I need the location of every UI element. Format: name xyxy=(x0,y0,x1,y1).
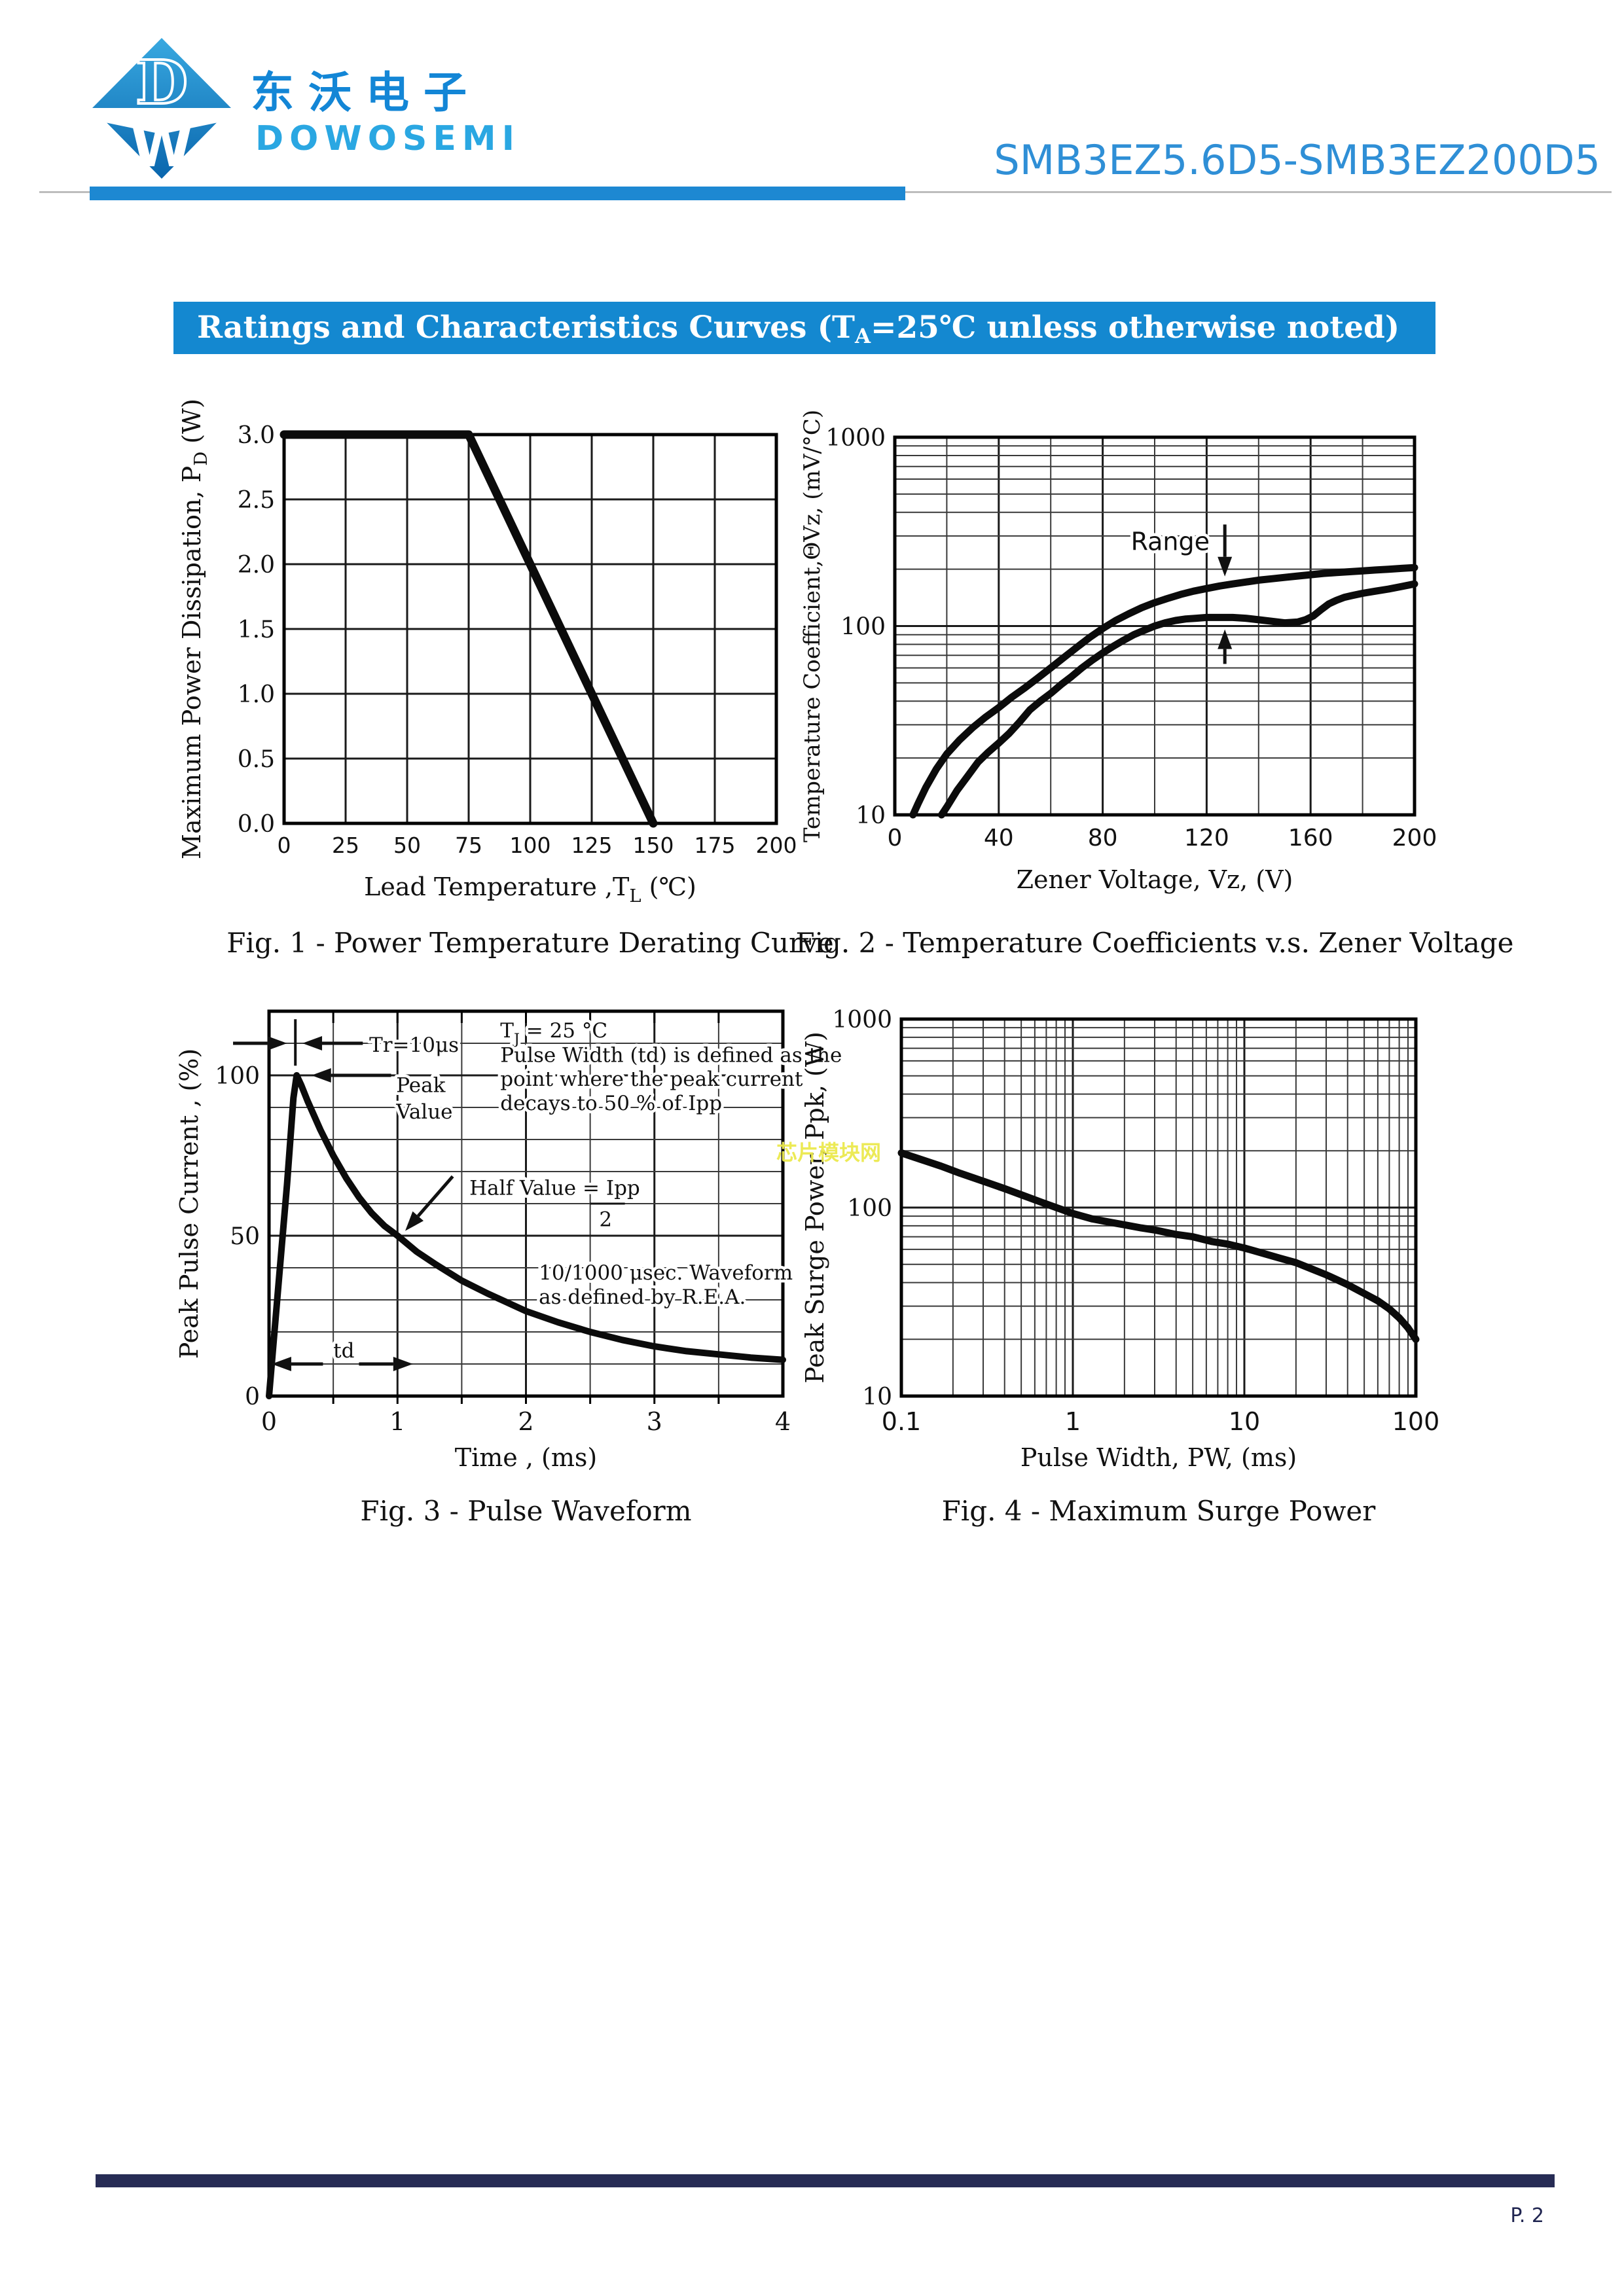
section-title-suffix: =25℃ unless otherwise noted) xyxy=(871,310,1400,346)
svg-text:1000: 1000 xyxy=(825,425,886,452)
svg-text:160: 160 xyxy=(1288,825,1333,852)
header-rule-blue xyxy=(90,187,905,200)
company-name-chinese: 东沃电子 xyxy=(251,67,481,118)
svg-text:1.0: 1.0 xyxy=(238,681,275,708)
fig3: 0 1 2 3 4 0 50 100 Time , (ms) Peak Pulse Current… xyxy=(175,1009,845,1527)
svg-text:2: 2 xyxy=(599,1208,612,1231)
fig4: 0.1 1 10 100 10 100 1000 Pulse Width, PW, (ms) P… xyxy=(801,1007,1439,1527)
svg-text:50: 50 xyxy=(393,833,421,858)
svg-text:50: 50 xyxy=(230,1223,260,1250)
svg-text:0.5: 0.5 xyxy=(238,746,275,773)
svg-text:3: 3 xyxy=(647,1407,662,1436)
svg-text:Maximum Power Dissipation, PD: Maximum Power Dissipation, PD (W) xyxy=(177,399,211,859)
fig2: 0 40 80 120 160 200 10 100 1000 Zener Voltage, Vz… xyxy=(795,410,1513,959)
svg-text:100: 100 xyxy=(840,614,886,641)
svg-text:Pulse Width (td) is defined as: Pulse Width (td) is defined as the xyxy=(500,1043,842,1067)
fig4-series-max-surge-power xyxy=(897,1149,1420,1343)
svg-text:Zener Voltage, Vz, (V): Zener Voltage, Vz, (V) xyxy=(1017,865,1293,894)
svg-text:Peak Pulse Current , (%): Peak Pulse Current , (%) xyxy=(175,1049,204,1359)
company-name-english: DOWOSEMI xyxy=(255,119,520,158)
logo-band xyxy=(92,108,231,134)
svg-text:80: 80 xyxy=(1088,825,1118,852)
svg-text:40: 40 xyxy=(984,825,1014,852)
svg-text:10: 10 xyxy=(856,802,886,829)
svg-text:Fig. 3 - Pulse Waveform: Fig. 3 - Pulse Waveform xyxy=(360,1495,691,1527)
svg-text:0: 0 xyxy=(245,1384,260,1410)
svg-text:25: 25 xyxy=(332,833,359,858)
fig4-plot-border xyxy=(899,1017,1418,1398)
footer-bar xyxy=(96,2174,1555,2187)
svg-text:4: 4 xyxy=(775,1407,791,1436)
svg-text:10: 10 xyxy=(862,1384,892,1410)
svg-text:125: 125 xyxy=(571,833,613,858)
svg-text:200: 200 xyxy=(756,833,797,858)
svg-text:Lead Temperature ,TL (℃): Lead Temperature ,TL (℃) xyxy=(364,872,696,906)
svg-text:decays to 50 % of Ipp: decays to 50 % of Ipp xyxy=(500,1092,722,1115)
svg-text:100: 100 xyxy=(847,1195,892,1222)
watermark-text: 芯片模块网 xyxy=(776,1140,882,1165)
svg-text:150: 150 xyxy=(633,833,674,858)
svg-text:1.5: 1.5 xyxy=(238,617,275,643)
svg-text:td: td xyxy=(333,1339,354,1363)
svg-text:Value: Value xyxy=(395,1100,452,1124)
svg-text:Tr=10μs: Tr=10μs xyxy=(369,1033,459,1057)
logo-letter-d: D xyxy=(135,47,188,118)
svg-text:Fig. 1 - Power Temperature Der: Fig. 1 - Power Temperature Derating Curv… xyxy=(226,927,833,959)
svg-text:1: 1 xyxy=(1065,1407,1081,1436)
fig2-series-theta-vz-upper-limit xyxy=(909,564,1418,819)
svg-text:100: 100 xyxy=(215,1063,260,1090)
svg-text:Temperature Coefficient,ΘVz,: Temperature Coefficient,ΘVz, (mV/°C) xyxy=(799,410,825,842)
part-number-range: SMB3EZ5.6D5-SMB3EZ200D5 xyxy=(994,136,1600,184)
svg-text:0: 0 xyxy=(278,833,291,858)
svg-text:2: 2 xyxy=(518,1407,533,1436)
svg-text:Fig. 2 - Temperature Coefficie: Fig. 2 - Temperature Coefficients v.s. Z… xyxy=(795,927,1513,959)
section-title-text: Ratings and Characteristics Curves (T xyxy=(197,310,856,346)
fig1-plot-border xyxy=(282,433,778,825)
svg-text:175: 175 xyxy=(695,833,736,858)
svg-text:100: 100 xyxy=(510,833,551,858)
svg-text:0: 0 xyxy=(888,825,903,852)
logo-letter-w: W xyxy=(131,115,193,179)
section-title-subscript: A xyxy=(855,324,871,348)
fig1-series-max-power-dissipation xyxy=(280,430,658,828)
svg-text:Half Value = Ipp: Half Value = Ipp xyxy=(469,1176,640,1200)
svg-text:1000: 1000 xyxy=(832,1007,892,1033)
svg-text:1: 1 xyxy=(389,1407,405,1436)
section-title-banner: Ratings and Characteristics Curves (TA=2… xyxy=(173,302,1435,354)
fig2-series-theta-vz-lower-limit xyxy=(938,580,1418,819)
svg-text:120: 120 xyxy=(1184,825,1229,852)
svg-text:Range: Range xyxy=(1131,528,1210,556)
svg-text:Peak Surge Power, Ppk, (W): Peak Surge Power, Ppk, (W) xyxy=(801,1031,829,1384)
svg-text:3.0: 3.0 xyxy=(238,422,275,449)
svg-text:0.0: 0.0 xyxy=(238,811,275,838)
svg-text:0.1: 0.1 xyxy=(882,1407,921,1436)
svg-text:TJ = 25 °C: TJ = 25 °C xyxy=(500,1019,607,1048)
fig1: 0 25 50 75 100 125 150 175 200 0.0 0.5 1.0 1.5 2.0 2.5… xyxy=(177,399,834,959)
fig2-plot-border xyxy=(893,435,1416,817)
fig3-series-pulse-waveform-10-1000us xyxy=(266,1072,786,1399)
svg-text:10: 10 xyxy=(1229,1407,1260,1436)
svg-text:10/1000 μsec. Waveform: 10/1000 μsec. Waveform xyxy=(539,1261,793,1285)
svg-text:0: 0 xyxy=(261,1407,277,1436)
svg-text:Time , (ms): Time , (ms) xyxy=(455,1443,597,1472)
svg-text:2.0: 2.0 xyxy=(238,552,275,579)
svg-text:as defined by R.E.A.: as defined by R.E.A. xyxy=(539,1285,746,1309)
svg-text:Fig. 4 - Maximum Surge Power: Fig. 4 - Maximum Surge Power xyxy=(942,1495,1377,1527)
page-number: P. 2 xyxy=(1510,2204,1544,2227)
svg-text:Pulse Width, PW, (ms): Pulse Width, PW, (ms) xyxy=(1020,1443,1297,1472)
svg-text:100: 100 xyxy=(1392,1407,1440,1436)
svg-text:75: 75 xyxy=(455,833,482,858)
company-logo: D W xyxy=(92,38,231,179)
svg-text:200: 200 xyxy=(1392,825,1437,852)
svg-text:point where the peak current: point where the peak current xyxy=(500,1067,803,1091)
svg-text:2.5: 2.5 xyxy=(238,487,275,514)
svg-text:Peak: Peak xyxy=(396,1073,445,1097)
